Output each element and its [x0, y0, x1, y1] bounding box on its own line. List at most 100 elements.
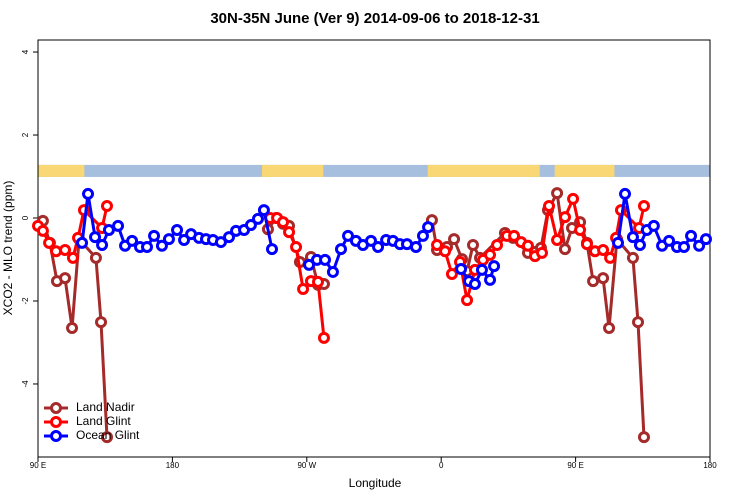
data-point [319, 253, 332, 266]
data-point [558, 211, 571, 224]
data-point [82, 187, 95, 200]
data-point [266, 243, 279, 256]
plot-frame [37, 39, 711, 458]
land-strip [427, 164, 540, 177]
data-point [59, 272, 72, 285]
data-point [36, 224, 49, 237]
data-point [409, 241, 422, 254]
data-point [448, 233, 461, 246]
data-point [326, 265, 339, 278]
data-point [455, 263, 468, 276]
data-point [422, 221, 435, 234]
data-point [303, 258, 316, 271]
land-strip [38, 164, 85, 177]
x-tick-label: 90 E [30, 461, 46, 470]
data-point [699, 233, 712, 246]
data-point [587, 275, 600, 288]
data-point [558, 243, 571, 256]
y-tick-label: -4 [21, 380, 30, 388]
x-tick-label: 90 W [297, 461, 316, 470]
data-point [297, 282, 310, 295]
data-point [633, 238, 646, 251]
legend-marker [50, 430, 62, 442]
data-point [551, 233, 564, 246]
x-tick-label: 180 [703, 461, 717, 470]
y-axis-label: XCO2 - MLO trend (ppm) [1, 181, 15, 316]
land-strip [262, 164, 324, 177]
data-point [162, 233, 175, 246]
data-point [317, 331, 330, 344]
y-tick-label: -2 [21, 297, 30, 305]
data-point [372, 241, 385, 254]
data-point [290, 241, 303, 254]
data-point [148, 229, 161, 242]
data-point [647, 219, 660, 232]
data-point [89, 251, 102, 264]
land-strip [554, 164, 615, 177]
data-point [626, 231, 639, 244]
legend-marker [50, 402, 62, 414]
ocean-strip [38, 164, 710, 177]
y-tick-label: 4 [21, 49, 30, 54]
data-point [112, 219, 125, 232]
data-point [461, 294, 474, 307]
data-point [126, 234, 139, 247]
data-point [76, 236, 89, 249]
data-point [612, 236, 625, 249]
data-point [100, 431, 113, 444]
data-point [277, 216, 290, 229]
series-line [36, 194, 646, 339]
data-point [475, 263, 488, 276]
data-point [59, 243, 72, 256]
x-tick-label: 90 E [567, 461, 583, 470]
data-point [102, 224, 115, 237]
data-point [365, 234, 378, 247]
data-point [468, 277, 481, 290]
data-point [95, 316, 108, 329]
data-point [484, 273, 497, 286]
data-point [89, 231, 102, 244]
data-point [637, 199, 650, 212]
data-point [257, 204, 270, 217]
data-point [342, 229, 355, 242]
data-point [171, 224, 184, 237]
data-point [222, 231, 235, 244]
data-point [43, 236, 56, 249]
data-point [626, 251, 639, 264]
data-point [508, 229, 521, 242]
data-point [597, 272, 610, 285]
data-point [488, 260, 501, 273]
data-point [632, 316, 645, 329]
data-point [693, 239, 706, 252]
data-point [663, 234, 676, 247]
data-point [637, 431, 650, 444]
data-point [467, 238, 480, 251]
data-point [543, 199, 556, 212]
legend-label: Land Glint [76, 414, 131, 428]
data-point [678, 241, 691, 254]
data-point [312, 275, 324, 288]
legend-label: Land Nadir [76, 400, 135, 414]
data-point [445, 268, 458, 281]
data-point [100, 199, 113, 212]
data-point [439, 245, 452, 258]
data-point [551, 187, 564, 200]
y-tick-label: 2 [21, 132, 30, 137]
y-tick-label: 0 [21, 215, 30, 220]
data-point [491, 238, 504, 251]
data-point [431, 238, 444, 251]
legend-label: Ocean Glint [76, 428, 140, 442]
data-point [214, 236, 227, 249]
data-point [574, 224, 587, 237]
data-point [66, 251, 79, 264]
data-point [604, 251, 617, 264]
x-tick-label: 180 [166, 461, 180, 470]
data-point [619, 187, 632, 200]
data-point [567, 192, 580, 205]
data-point [66, 321, 79, 334]
data-point [283, 226, 296, 239]
chart-title: 30N-35N June (Ver 9) 2014-09-06 to 2018-… [210, 10, 539, 27]
data-point [580, 238, 593, 251]
data-point [603, 321, 616, 334]
